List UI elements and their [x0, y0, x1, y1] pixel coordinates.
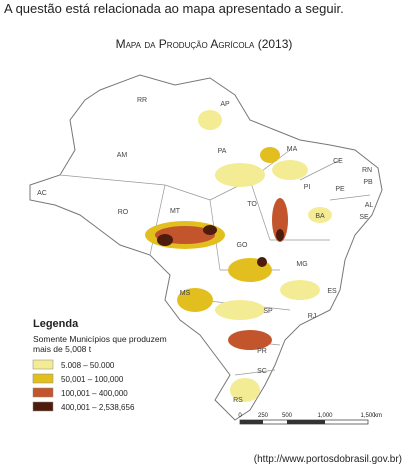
state-label: AC	[37, 190, 47, 197]
state-label: MT	[170, 208, 181, 215]
scale-label: 500	[282, 413, 293, 419]
scale-label: 1,500	[360, 413, 376, 419]
state-label: ES	[327, 288, 337, 295]
state-label: SC	[257, 368, 267, 375]
state-label: TO	[247, 201, 257, 208]
legend-label: 50,001 – 100,000	[61, 375, 124, 384]
state-label: PB	[363, 179, 373, 186]
scale-label: 0	[238, 413, 242, 419]
legend-subtitle: mais de 5,008 t	[33, 344, 92, 354]
state-label: SE	[359, 214, 369, 221]
state-label: RJ	[308, 313, 317, 320]
production-areas	[145, 110, 332, 402]
legend-swatch	[32, 373, 54, 384]
legend-subtitle: Somente Municípios que produzem	[33, 334, 167, 344]
state-label: AL	[365, 202, 374, 209]
legend-label: 400,001 – 2,538,656	[61, 403, 135, 412]
scale-label: 1,000	[317, 413, 333, 419]
state-label: AM	[117, 152, 128, 159]
state-label: MG	[296, 261, 307, 268]
state-label: MS	[180, 290, 191, 297]
state-label: CE	[333, 158, 343, 165]
legend: Legenda Somente Municípios que produzemm…	[32, 318, 167, 412]
state-label: RS	[233, 397, 243, 404]
legend-swatch	[32, 401, 54, 412]
state-label: RN	[362, 167, 372, 174]
state-label: PE	[335, 186, 345, 193]
legend-swatch	[32, 387, 54, 398]
scale-label: 250	[258, 413, 269, 419]
legend-label: 100,001 – 400,000	[61, 389, 128, 398]
scale-label: km	[374, 413, 382, 419]
map-title: Mapa da Produção Agrícola (2013)	[116, 37, 293, 51]
state-label: GO	[237, 242, 248, 249]
state-label: AP	[220, 101, 230, 108]
state-label: RO	[118, 209, 129, 216]
state-label: BA	[315, 213, 325, 220]
state-label: PA	[218, 148, 227, 155]
legend-label: 5.008 – 50.000	[61, 361, 115, 370]
state-label: MA	[287, 146, 298, 153]
header-text: A questão está relacionada ao mapa apres…	[4, 1, 344, 16]
state-label: PR	[257, 348, 267, 355]
map: RR AP AM PA MA CE RN PB PE PI AL SE AC RO MT TO BA GO MG MS…	[29, 74, 383, 421]
state-label: SP	[263, 308, 273, 315]
legend-swatch	[32, 359, 54, 370]
source: (http://www.portosdobrasil.gov.br)	[254, 454, 402, 465]
state-label: RR	[137, 97, 147, 104]
state-label: PI	[304, 184, 311, 191]
legend-title: Legenda	[33, 318, 79, 330]
